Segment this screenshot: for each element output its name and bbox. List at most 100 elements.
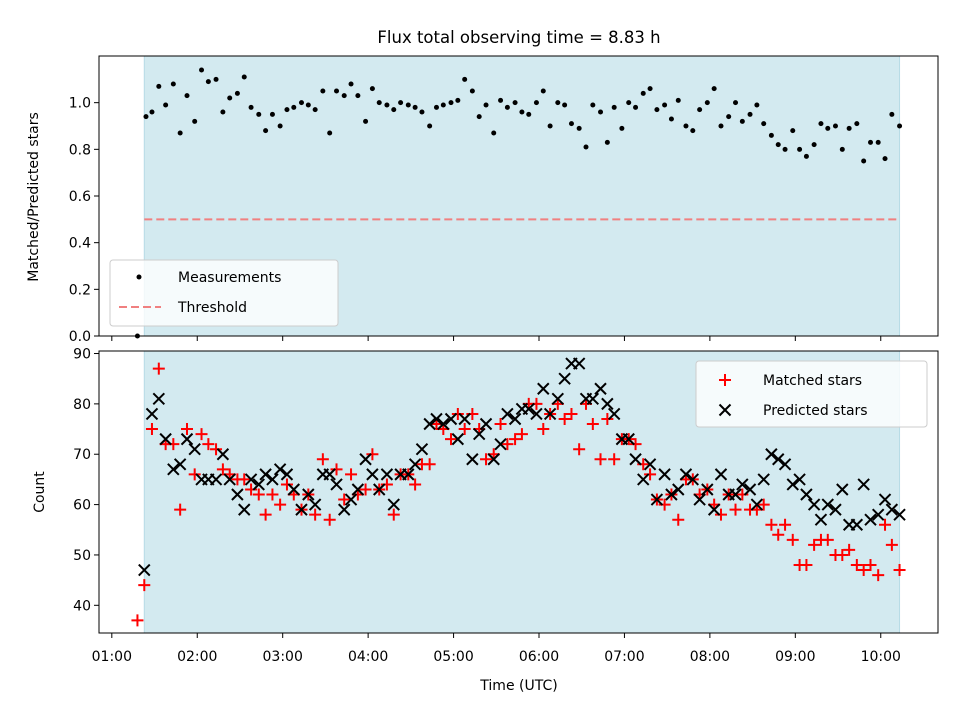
- x-axis-label: Time (UTC): [479, 678, 557, 694]
- measurement-point: [305, 102, 311, 108]
- measurement-point: [205, 79, 211, 85]
- measurement-point: [846, 125, 852, 131]
- matched-star-point: [238, 473, 251, 486]
- measurement-point: [598, 109, 604, 115]
- predicted-star-point: [501, 407, 514, 421]
- predicted-star-point: [601, 397, 614, 411]
- predicted-star-point: [216, 448, 230, 461]
- measurement-point: [611, 104, 617, 110]
- predicted-star-point: [800, 488, 813, 501]
- measurement-point: [619, 125, 625, 131]
- matched-star-point: [259, 508, 272, 521]
- predicted-star-point: [729, 488, 742, 501]
- predicted-star-point: [607, 407, 621, 421]
- predicted-star-point: [878, 493, 892, 506]
- matched-star-point: [210, 443, 223, 456]
- predicted-star-point: [380, 468, 394, 481]
- predicted-star-point: [551, 392, 565, 406]
- measurement-point: [668, 116, 674, 122]
- matched-star-point: [323, 513, 336, 526]
- measurement-point: [149, 109, 155, 115]
- top-y-label: Matched/Predicted stars: [26, 112, 42, 282]
- measurement-point: [640, 90, 646, 96]
- measurement-point: [241, 74, 247, 80]
- matched-star-point: [672, 513, 685, 526]
- measurement-point: [213, 76, 219, 82]
- measurement-point: [818, 121, 824, 127]
- measurement-point: [227, 95, 233, 101]
- measurement-point: [711, 86, 717, 92]
- measurement-point: [462, 76, 468, 82]
- measurement-point: [633, 104, 639, 110]
- predicted-star-point: [757, 473, 770, 486]
- measurement-point: [654, 107, 660, 113]
- bottom-y-tick-label: 50: [73, 548, 91, 564]
- predicted-star-point: [864, 513, 877, 526]
- legend-predicted-marker: [718, 403, 732, 417]
- matched-star-point: [501, 438, 514, 451]
- predicted-star-point: [359, 453, 372, 466]
- measurement-point: [854, 121, 860, 127]
- predicted-star-point: [693, 493, 706, 506]
- measurement-point: [825, 125, 831, 131]
- measurement-point: [504, 104, 510, 110]
- matched-star-point: [458, 423, 471, 436]
- measurement-point: [540, 88, 546, 94]
- matched-star-point: [423, 458, 436, 471]
- predicted-stars-points: [138, 357, 906, 577]
- x-tick-label: 03:00: [263, 649, 303, 665]
- matched-star-point: [786, 533, 799, 546]
- predicted-star-point: [707, 503, 721, 516]
- matched-star-point: [644, 468, 657, 481]
- measurement-point: [526, 111, 532, 117]
- top-y-tick-label: 0.4: [69, 236, 91, 252]
- predicted-star-point: [558, 372, 571, 385]
- predicted-star-point: [622, 432, 635, 446]
- matched-star-point: [843, 543, 856, 556]
- measurement-point: [263, 128, 269, 134]
- x-tick-label: 02:00: [177, 649, 217, 665]
- measurement-point: [512, 100, 518, 106]
- x-tick-label: 05:00: [433, 649, 473, 665]
- matched-star-point: [629, 438, 642, 451]
- measurement-point: [675, 97, 681, 103]
- predicted-star-point: [209, 473, 223, 486]
- bottom-y-tick-label: 80: [73, 397, 91, 413]
- measurement-point: [220, 109, 226, 115]
- predicted-star-point: [302, 488, 315, 501]
- predicted-star-point: [650, 493, 664, 506]
- matched-star-point: [515, 428, 528, 441]
- predicted-star-point: [871, 508, 885, 521]
- chart-title: Flux total observing time = 8.83 h: [377, 28, 660, 47]
- predicted-star-point: [287, 483, 301, 496]
- predicted-star-point: [444, 412, 458, 426]
- measurement-point: [199, 67, 205, 73]
- legend-threshold-label: Threshold: [177, 300, 247, 316]
- measurement-point: [433, 104, 439, 110]
- top-y-tick-label: 0.2: [69, 282, 91, 298]
- measurement-point: [832, 123, 838, 129]
- predicted-star-point: [402, 468, 415, 481]
- matched-star-point: [316, 453, 329, 466]
- measurement-point: [868, 139, 874, 145]
- legend-measurements-label: Measurements: [178, 270, 281, 286]
- matched-star-point: [765, 518, 778, 531]
- predicted-star-point: [658, 468, 671, 481]
- measurement-point: [177, 130, 183, 136]
- measurement-point: [683, 123, 689, 129]
- matched-star-point: [188, 468, 201, 481]
- matched-star-point: [537, 423, 550, 436]
- matched-star-point: [821, 533, 834, 546]
- predicted-star-point: [145, 407, 159, 421]
- measurement-point: [143, 114, 149, 120]
- matched-star-point: [836, 548, 849, 561]
- predicted-star-point: [451, 432, 465, 446]
- x-tick-label: 08:00: [690, 649, 730, 665]
- legend-measurements-marker: [136, 274, 142, 280]
- measurement-point: [192, 118, 198, 124]
- matched-star-point: [480, 453, 493, 466]
- top-legend: Measurements Threshold: [109, 259, 339, 327]
- matched-star-point: [451, 407, 464, 420]
- legend-matched-label: Matched stars: [763, 373, 862, 389]
- measurement-point: [427, 123, 433, 129]
